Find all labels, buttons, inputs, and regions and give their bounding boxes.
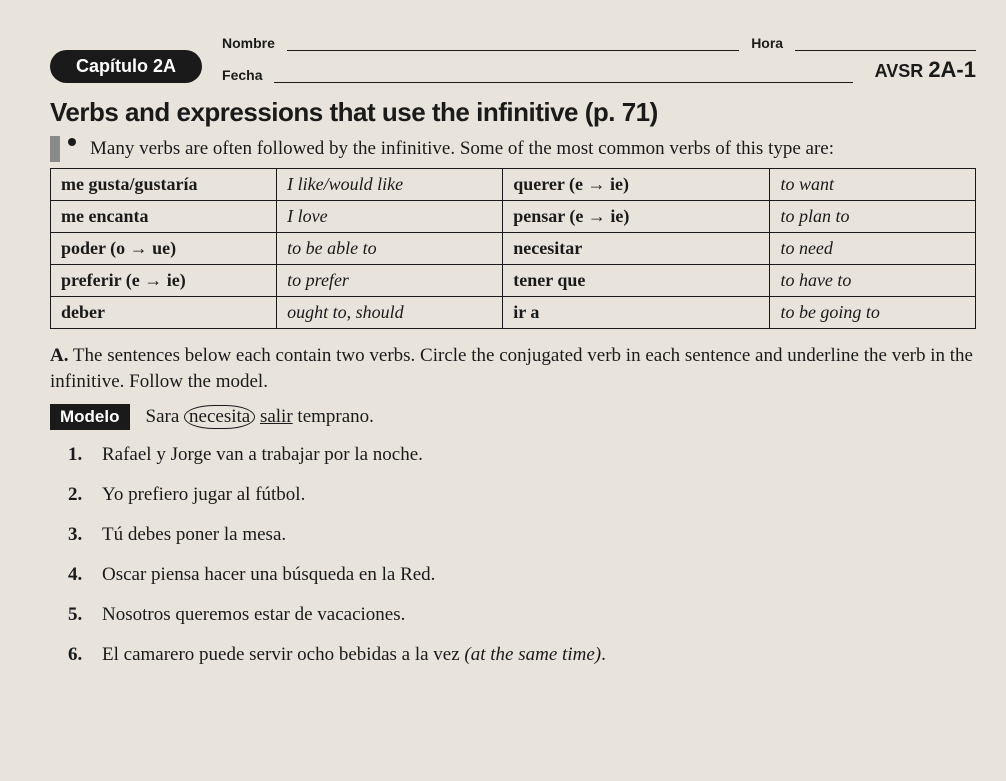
table-row: me encanta I love pensar (e → ie) to pla… [51, 200, 976, 232]
item-paren: (at the same time) [464, 644, 601, 665]
fecha-line: Fecha AVSR 2A-1 [222, 57, 976, 83]
table-row: poder (o → ue) to be able to necesitar t… [51, 232, 976, 264]
cell-english: to have to [770, 264, 976, 296]
cell-english: to be going to [770, 296, 976, 328]
cell-spanish: poder (o → ue) [51, 232, 277, 264]
worksheet-code: AVSR 2A-1 [875, 57, 976, 83]
verb-table-body: me gusta/gustaría I like/would like quer… [51, 168, 976, 328]
cell-english: to plan to [770, 200, 976, 232]
section-title: Verbs and expressions that use the infin… [50, 97, 976, 128]
cell-english: to be able to [277, 232, 503, 264]
modelo-example: Sara necesita salir temprano. [146, 405, 374, 429]
cell-english: to need [770, 232, 976, 264]
item-text: El camarero puede servir ocho bebidas a … [102, 644, 606, 666]
cell-english: to want [770, 168, 976, 200]
item-number: 4. [68, 564, 92, 586]
intro-block: Many verbs are often followed by the inf… [50, 136, 976, 162]
item-number: 3. [68, 524, 92, 546]
cell-spanish: querer (e → ie) [503, 168, 770, 200]
fecha-label: Fecha [222, 67, 262, 83]
cell-spanish: necesitar [503, 232, 770, 264]
fecha-blank[interactable] [274, 65, 852, 83]
nombre-hora-line: Nombre Hora [222, 33, 976, 51]
item-post: . [601, 644, 606, 665]
list-item: 6. El camarero puede servir ocho bebidas… [68, 644, 976, 666]
item-number: 6. [68, 644, 92, 666]
exercise-list: 1. Rafael y Jorge van a trabajar por la … [50, 444, 976, 666]
hora-blank[interactable] [795, 33, 976, 51]
item-text: Nosotros queremos estar de vacaciones. [102, 604, 405, 626]
table-row: preferir (e → ie) to prefer tener que to… [51, 264, 976, 296]
item-number: 1. [68, 444, 92, 466]
chapter-pill: Capítulo 2A [50, 50, 202, 83]
code-prefix: AVSR [875, 61, 924, 81]
list-item: 1. Rafael y Jorge van a trabajar por la … [68, 444, 976, 466]
cell-spanish: me gusta/gustaría [51, 168, 277, 200]
cell-english: I like/would like [277, 168, 503, 200]
worksheet-header: Capítulo 2A Nombre Hora Fecha AVSR 2A-1 [50, 10, 976, 83]
cell-english: ought to, should [277, 296, 503, 328]
cell-spanish: deber [51, 296, 277, 328]
list-item: 3. Tú debes poner la mesa. [68, 524, 976, 546]
item-text: Tú debes poner la mesa. [102, 524, 286, 546]
cell-spanish: me encanta [51, 200, 277, 232]
table-row: me gusta/gustaría I like/would like quer… [51, 168, 976, 200]
cell-english: I love [277, 200, 503, 232]
cell-spanish: pensar (e → ie) [503, 200, 770, 232]
bullet-icon [68, 138, 76, 146]
hora-label: Hora [751, 35, 783, 51]
nombre-blank[interactable] [287, 33, 739, 51]
item-text: Rafael y Jorge van a trabajar por la noc… [102, 444, 423, 466]
cell-spanish: preferir (e → ie) [51, 264, 277, 296]
item-text: Yo prefiero jugar al fútbol. [102, 484, 305, 506]
part-a-text: The sentences below each contain two ver… [50, 345, 973, 393]
modelo-row: Modelo Sara necesita salir temprano. [50, 404, 976, 430]
cell-english: to prefer [277, 264, 503, 296]
list-item: 2. Yo prefiero jugar al fútbol. [68, 484, 976, 506]
list-item: 5. Nosotros queremos estar de vacaciones… [68, 604, 976, 626]
item-text: Oscar piensa hacer una búsqueda en la Re… [102, 564, 435, 586]
header-left-col: Capítulo 2A [50, 10, 202, 83]
modelo-post: temprano. [293, 406, 374, 427]
code-main: 2A-1 [928, 57, 976, 82]
cell-spanish: tener que [503, 264, 770, 296]
verb-table: me gusta/gustaría I like/would like quer… [50, 168, 976, 329]
part-a-instructions: A. The sentences below each contain two … [50, 343, 976, 396]
item-number: 5. [68, 604, 92, 626]
nombre-label: Nombre [222, 35, 275, 51]
part-a-lead: A. [50, 345, 68, 366]
item-text-main: El camarero puede servir ocho bebidas a … [102, 644, 464, 665]
intro-text: Many verbs are often followed by the inf… [68, 136, 976, 162]
modelo-circled-verb: necesita [184, 405, 255, 429]
table-row: deber ought to, should ir a to be going … [51, 296, 976, 328]
cell-spanish: ir a [503, 296, 770, 328]
header-fields: Nombre Hora Fecha AVSR 2A-1 [222, 33, 976, 83]
modelo-pre: Sara [146, 406, 185, 427]
list-item: 4. Oscar piensa hacer una búsqueda en la… [68, 564, 976, 586]
intro-sidebar [50, 136, 60, 162]
item-number: 2. [68, 484, 92, 506]
modelo-label: Modelo [50, 404, 130, 430]
modelo-underlined-verb: salir [260, 406, 293, 427]
